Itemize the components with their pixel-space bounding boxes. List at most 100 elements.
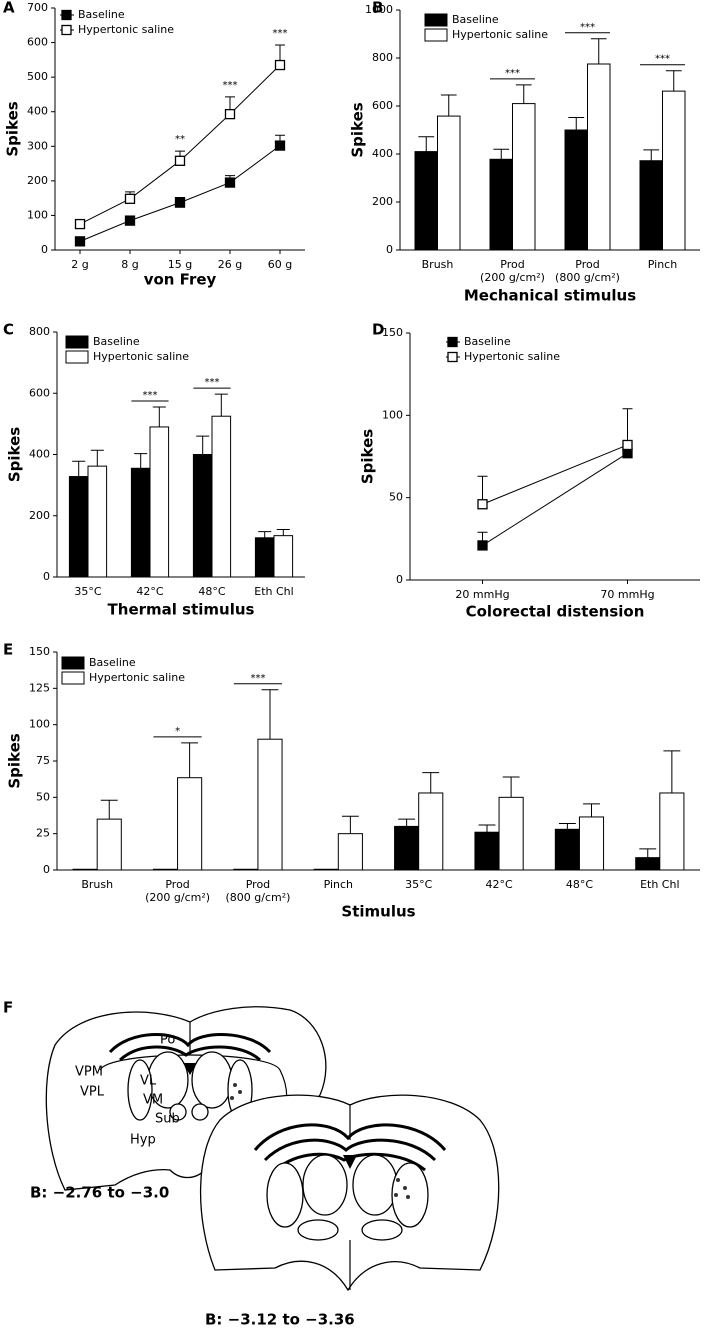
panel-label: B <box>372 0 383 17</box>
marker <box>477 499 488 510</box>
error-bar <box>622 408 633 445</box>
panel-label: E <box>3 641 13 659</box>
y-tick-label: 100 <box>27 208 48 221</box>
y-tick-label: 600 <box>29 386 50 399</box>
legend-marker <box>61 9 72 21</box>
y-axis-title: Spikes <box>359 429 377 484</box>
x-tick-label: 42°C <box>136 585 163 598</box>
error-bar <box>643 149 660 161</box>
marker <box>174 197 186 208</box>
y-tick-label: 0 <box>386 243 393 256</box>
x-tick-label: 42°C <box>485 878 512 891</box>
bar <box>587 63 611 251</box>
error-bar <box>398 818 416 827</box>
legend-label: Hypertonic saline <box>78 23 174 36</box>
bar <box>662 90 686 251</box>
y-tick-label: 400 <box>29 448 50 461</box>
y-tick-label: 800 <box>372 51 393 64</box>
x-tick-label: Prod (200 g/cm²) <box>480 258 545 284</box>
error-bar <box>341 815 359 834</box>
x-tick-label: Pinch <box>324 878 353 891</box>
x-tick-label: Pinch <box>648 258 677 271</box>
y-axis-title: Spikes <box>4 101 22 156</box>
legend-label: Baseline <box>464 335 511 348</box>
y-axis-title: Spikes <box>6 427 24 482</box>
x-axis-title: Colorectal distension <box>466 603 645 621</box>
y-tick-label: 200 <box>372 195 393 208</box>
marker <box>74 218 86 230</box>
region-label: VM <box>143 1093 163 1108</box>
marker <box>174 155 186 166</box>
significance: *** <box>580 22 595 33</box>
legend-label: Baseline <box>452 13 499 26</box>
legend-label: Hypertonic saline <box>464 350 560 363</box>
error-bar <box>196 435 210 455</box>
marker <box>124 193 136 204</box>
x-tick-label: 8 g <box>121 258 138 271</box>
y-tick-label: 200 <box>27 174 48 187</box>
bar <box>578 816 605 871</box>
legend-marker <box>61 24 72 36</box>
x-tick-label: Brush <box>81 878 113 891</box>
bar <box>152 868 179 871</box>
y-axis-title: Spikes <box>349 102 367 157</box>
x-axis-title: von Frey <box>144 271 217 289</box>
region-label: Po <box>160 1033 175 1048</box>
x-tick-label: Prod (800 g/cm²) <box>555 258 620 284</box>
bar <box>96 818 122 871</box>
bar <box>554 828 580 871</box>
y-tick-label: 400 <box>27 105 48 118</box>
region-label: VPL <box>80 1085 105 1100</box>
y-tick-label: 100 <box>29 718 50 731</box>
legend-swatch <box>61 656 85 670</box>
panel-label: C <box>3 321 14 339</box>
x-tick-label: 20 mmHg <box>455 588 509 601</box>
bar <box>489 158 513 251</box>
series-line <box>482 452 628 546</box>
bar <box>337 833 363 871</box>
marker <box>477 540 488 551</box>
bar <box>639 160 663 251</box>
x-tick-label: Eth Chl <box>254 585 293 598</box>
y-tick-label: 150 <box>29 645 50 658</box>
x-tick-label: Eth Chl <box>640 878 679 891</box>
x-tick-label: 15 g <box>168 258 192 271</box>
legend-swatch <box>424 13 448 27</box>
significance: *** <box>223 80 238 91</box>
y-tick-label: 600 <box>27 36 48 49</box>
bar <box>414 151 438 251</box>
x-tick-label: 70 mmHg <box>600 588 654 601</box>
x-tick-label: Brush <box>422 258 454 271</box>
error-bar <box>152 406 166 427</box>
section-label: B: −3.12 to −3.36 <box>205 1311 355 1329</box>
legend-marker <box>447 351 458 363</box>
legend-marker <box>447 336 458 348</box>
series-line <box>482 444 628 505</box>
legend-label: Hypertonic saline <box>452 28 548 41</box>
marker <box>622 439 633 451</box>
y-tick-label: 500 <box>27 70 48 83</box>
bar <box>68 476 89 578</box>
significance: *** <box>250 673 265 684</box>
error-bar <box>558 822 576 830</box>
marker <box>274 140 286 151</box>
y-tick-label: 400 <box>372 147 393 160</box>
error-bar <box>276 529 290 536</box>
panel-label: F <box>3 999 13 1017</box>
x-tick-label: 2 g <box>71 258 88 271</box>
legend-label: Baseline <box>93 335 140 348</box>
y-tick-label: 50 <box>36 790 50 803</box>
error-bar <box>568 117 585 130</box>
x-axis-title: Thermal stimulus <box>108 601 255 619</box>
significance: *** <box>205 377 220 388</box>
significance: *** <box>505 68 520 79</box>
bar <box>498 796 524 871</box>
x-tick-label: 48°C <box>566 878 593 891</box>
bar <box>437 115 461 251</box>
error-bar <box>639 848 657 858</box>
y-tick-label: 800 <box>29 325 50 338</box>
error-bar <box>418 136 435 152</box>
x-tick-label: 35°C <box>405 878 432 891</box>
bar <box>177 777 203 871</box>
y-tick-label: 600 <box>372 99 393 112</box>
